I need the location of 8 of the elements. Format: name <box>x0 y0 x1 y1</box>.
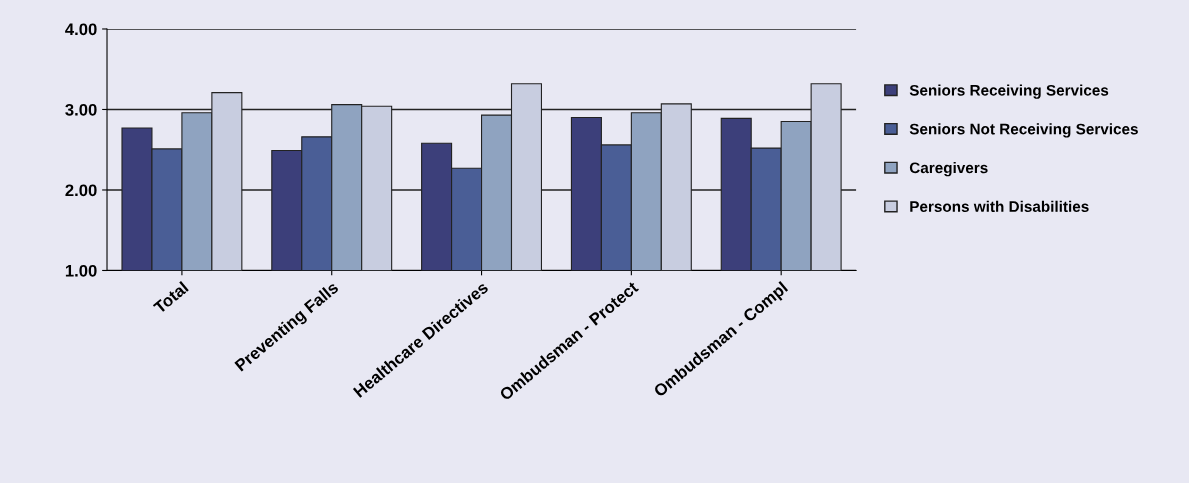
y-tick-label: 2.00 <box>65 184 97 197</box>
y-tick-label: 4.00 <box>65 23 97 36</box>
y-tick-label: 1.00 <box>65 264 97 277</box>
legend-label: Caregivers <box>909 161 988 177</box>
y-tick-label: 3.00 <box>65 103 97 116</box>
legend-label: Seniors Receiving Services <box>909 84 1109 99</box>
legend-label: Seniors Not Receiving Services <box>909 123 1138 138</box>
legend-label: Persons with Disabilities <box>910 200 1089 212</box>
